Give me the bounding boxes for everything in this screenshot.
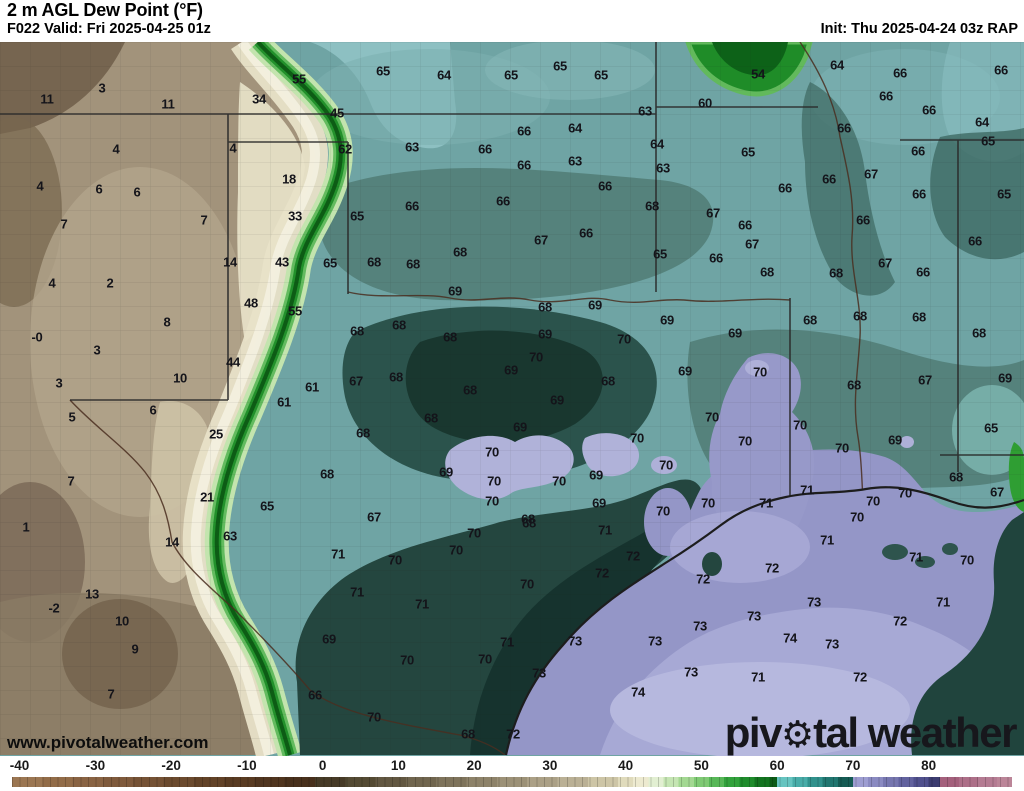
colorbar-gradient-strip	[12, 777, 1012, 787]
model-init-time: Init: Thu 2025-04-24 03z RAP	[820, 21, 1018, 37]
colorbar-tick: 10	[390, 758, 406, 773]
colorbar-tick: -30	[85, 758, 106, 773]
coastline	[504, 486, 1024, 756]
watermark-url: www.pivotalweather.com	[7, 733, 209, 752]
colorbar-tick: -10	[237, 758, 257, 773]
header: 2 m AGL Dew Point (°F) F022 Valid: Fri 2…	[0, 0, 1024, 42]
colorbar-tick: -40	[9, 758, 30, 773]
pivotal-weather-logo: piv⚙tal weather	[724, 709, 1018, 756]
dewpoint-map-svg	[0, 42, 1024, 756]
colorbar-tick: 20	[466, 758, 482, 773]
forecast-valid-time: F022 Valid: Fri 2025-04-25 01z	[7, 21, 211, 37]
rio-grande	[69, 399, 506, 755]
colorbar-tick: 0	[318, 758, 327, 773]
red-river	[347, 291, 791, 303]
colorbar-tick-labels: -40 -30 -20 -10 0 10 20 30 40 50 60 70 80	[0, 758, 1024, 774]
dewpoint-map: 11 3 11 34 55 45 65 64 65 65 65 63 54 64 66 66 66 60 66 64 6…	[0, 42, 1024, 756]
logo-text-suffix: tal weather	[813, 709, 1017, 756]
colorbar: -40 -30 -20 -10 0 10 20 30 40 50 60 70 80	[0, 756, 1024, 791]
colorbar-tick: -20	[161, 758, 181, 773]
colorbar-tick: 30	[542, 758, 558, 773]
colorbar-tick: 40	[618, 758, 634, 773]
logo-text-prefix: piv	[724, 709, 783, 756]
page-title: 2 m AGL Dew Point (°F)	[7, 0, 203, 20]
colorbar-cell-lines	[12, 777, 1012, 787]
colorbar-tick: 70	[845, 758, 861, 773]
gear-icon: ⚙	[780, 714, 814, 755]
colorbar-tick: 80	[921, 758, 937, 773]
colorbar-tick: 60	[769, 758, 785, 773]
colorbar-tick: 50	[693, 758, 709, 773]
